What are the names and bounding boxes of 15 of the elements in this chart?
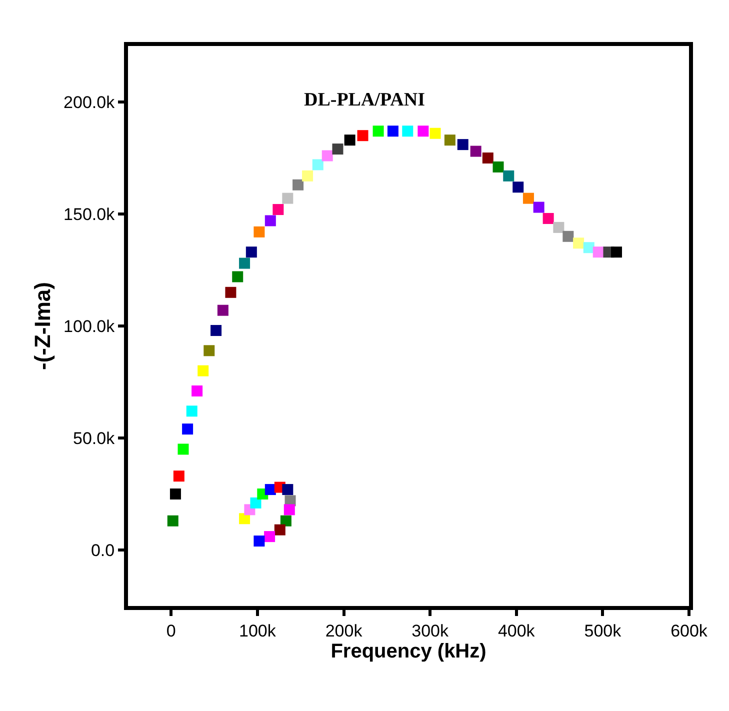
- y-tick-label: 200.0k: [64, 92, 116, 112]
- x-tick-label: 600k: [670, 621, 708, 640]
- x-axis-title: Frequency (kHz): [330, 640, 486, 662]
- y-tick-label: 0.0: [90, 540, 115, 560]
- x-tick-label: 300k: [412, 621, 450, 640]
- x-tick-label: 100k: [239, 621, 276, 640]
- y-tick-label: 100.0k: [64, 316, 116, 336]
- x-tick-label: 400k: [498, 621, 536, 640]
- x-tick-label: 0: [166, 621, 176, 640]
- y-tick-label: 50.0k: [73, 428, 116, 448]
- y-axis-title: -(-Z-Ima): [30, 282, 55, 370]
- x-tick-label: 500k: [584, 621, 622, 640]
- text: DL-PLA/PANI: [304, 90, 426, 111]
- y-tick-label: 150.0k: [64, 204, 116, 224]
- x-tick-label: 200k: [325, 621, 363, 640]
